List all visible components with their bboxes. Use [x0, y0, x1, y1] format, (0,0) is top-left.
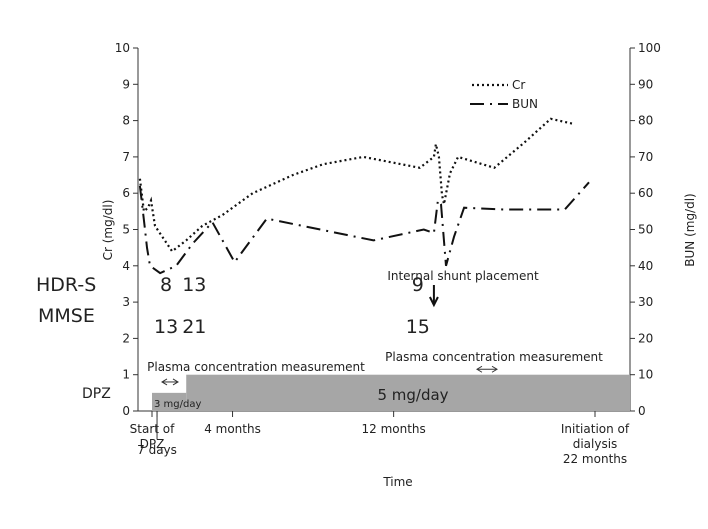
mmse-score: 21: [182, 316, 206, 338]
axes: 0123456789100102030405060708090100Start …: [115, 41, 661, 466]
y-tick-label-right: 90: [638, 77, 653, 91]
y-tick-label-left: 8: [122, 114, 130, 128]
shunt-arrow-head: [429, 296, 439, 308]
y-tick-label-left: 9: [122, 77, 130, 91]
legend-label-bun: BUN: [512, 97, 538, 111]
y-tick-label-left: 1: [122, 368, 130, 382]
x-tick-label: 12 months: [361, 422, 425, 436]
mmse-score: 15: [406, 316, 430, 338]
dose-high-label: 5 mg/day: [377, 386, 448, 404]
series-line-cr: [138, 117, 576, 253]
x-axis-label: Time: [382, 475, 412, 489]
y-tick-label-left: 3: [122, 295, 130, 309]
series-layer: [138, 117, 590, 275]
dpz-dose-bars: [152, 365, 630, 411]
y-tick-label-right: 60: [638, 186, 653, 200]
y-axis-right-label: BUN (mg/dl): [683, 193, 697, 266]
x-tick-label: Start of DPZ: [130, 422, 175, 451]
mmse-score: 13: [154, 316, 178, 338]
hdrs-score: 9: [412, 274, 424, 296]
y-tick-label-right: 0: [638, 404, 646, 418]
legend: [470, 83, 508, 105]
y-tick-label-right: 20: [638, 331, 653, 345]
y-tick-label-left: 6: [122, 186, 130, 200]
y-tick-label-right: 70: [638, 150, 653, 164]
dose-low-label: 3 mg/day: [154, 399, 201, 410]
y-tick-label-right: 10: [638, 368, 653, 382]
hdrs-row-label: HDR-S: [36, 274, 96, 296]
y-axis-left-label: Cr (mg/dl): [101, 200, 115, 261]
mmse-row-label: MMSE: [38, 305, 95, 327]
plasma-arrow-2: [476, 365, 498, 373]
y-tick-label-left: 2: [122, 331, 130, 345]
x-tick-label: 7 days: [137, 443, 177, 457]
plasma-arrow-1: [161, 378, 179, 386]
series-line-bun: [138, 181, 590, 275]
dpz-label: DPZ: [82, 386, 111, 402]
dose-bar-3mg: [152, 392, 187, 411]
x-tick-label: Initiation of dialysis 22 months: [561, 422, 630, 466]
legend-label-cr: Cr: [512, 78, 525, 92]
y-tick-label-right: 50: [638, 223, 653, 237]
hdrs-score: 13: [182, 274, 206, 296]
y-tick-label-left: 4: [122, 259, 130, 273]
y-tick-label-right: 30: [638, 295, 653, 309]
y-tick-label-right: 80: [638, 114, 653, 128]
y-tick-label-left: 10: [115, 41, 130, 55]
y-tick-label-right: 40: [638, 259, 653, 273]
x-tick-label: 4 months: [204, 422, 261, 436]
internal-shunt-label: Internal shunt placement: [387, 269, 539, 283]
plasma-measurement-label-1: Plasma concentration measurement: [147, 360, 365, 374]
y-tick-label-right: 100: [638, 41, 661, 55]
dose-bar-5mg: [186, 374, 630, 411]
y-tick-label-left: 7: [122, 150, 130, 164]
plasma-measurement-label-2: Plasma concentration measurement: [385, 350, 603, 364]
hdrs-score: 8: [160, 274, 172, 296]
y-tick-label-left: 5: [122, 223, 130, 237]
y-tick-label-left: 0: [122, 404, 130, 418]
